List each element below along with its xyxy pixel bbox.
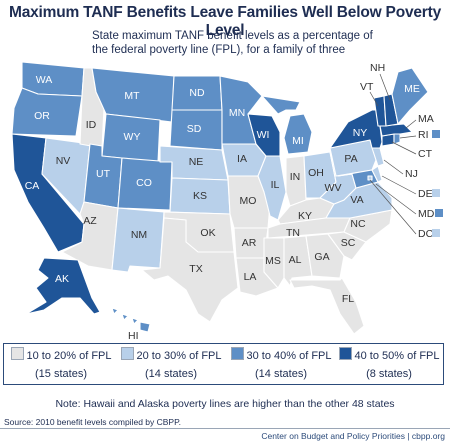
svg-text:AR: AR (242, 237, 257, 249)
svg-text:NE: NE (189, 156, 204, 168)
label-vt: VT (360, 81, 374, 93)
svg-text:GA: GA (314, 251, 329, 263)
swatch-dc (432, 229, 440, 237)
credit-text: Center on Budget and Policy Priorities |… (261, 431, 445, 441)
legend-item-1: 10 to 20% of FPL (15 states) (6, 347, 116, 380)
state-dc (367, 175, 373, 181)
legend-swatch-2 (120, 347, 134, 360)
svg-text:NY: NY (353, 127, 368, 139)
svg-text:AZ: AZ (83, 215, 97, 227)
label-hi: HI (128, 330, 139, 342)
svg-text:CA: CA (25, 180, 40, 192)
svg-text:NM: NM (131, 229, 147, 241)
swatch-md (435, 209, 443, 217)
svg-text:WY: WY (124, 131, 141, 143)
subtitle-line-2: the federal poverty line (FPL), for a fa… (92, 44, 346, 56)
svg-text:MS: MS (265, 255, 281, 267)
state-fl (289, 277, 365, 335)
label-ri: RI (418, 129, 429, 141)
map-note: Note: Hawaii and Alaska poverty lines ar… (55, 398, 395, 410)
svg-text:ID: ID (86, 119, 97, 131)
svg-text:KS: KS (193, 190, 207, 202)
svg-text:TN: TN (286, 227, 300, 239)
label-nj: NJ (405, 168, 418, 180)
state-il (257, 155, 287, 221)
svg-text:IN: IN (290, 171, 301, 183)
label-ak: AK (55, 273, 69, 285)
svg-text:MI: MI (292, 135, 304, 147)
state-sc (327, 231, 367, 261)
svg-text:SC: SC (341, 237, 356, 249)
legend-swatch-4 (338, 347, 352, 360)
state-tx (141, 217, 239, 323)
svg-text:OH: OH (308, 167, 324, 179)
svg-text:MT: MT (124, 90, 140, 102)
svg-text:SD: SD (187, 123, 202, 135)
svg-text:KY: KY (298, 210, 312, 222)
svg-text:MO: MO (240, 195, 257, 207)
label-me: ME (404, 83, 420, 95)
state-wa (21, 61, 85, 97)
svg-text:WI: WI (257, 129, 270, 141)
svg-text:MN: MN (229, 107, 245, 119)
legend-item-4: 40 to 50% of FPL (8 states) (334, 347, 444, 380)
legend-swatch-1 (10, 347, 24, 360)
label-ma: MA (418, 113, 434, 125)
label-dc: DC (418, 228, 434, 240)
state-nc (343, 209, 393, 243)
svg-text:WA: WA (36, 74, 53, 86)
state-de (371, 165, 383, 183)
map-title: Maximum TANF Benefits Leave Families Wel… (8, 4, 442, 39)
svg-text:LA: LA (244, 271, 257, 283)
svg-text:PA: PA (344, 153, 357, 165)
svg-text:IA: IA (237, 153, 247, 165)
svg-text:TX: TX (189, 263, 202, 275)
state-ri (393, 133, 401, 145)
label-de: DE (418, 188, 433, 200)
svg-text:WV: WV (325, 182, 342, 194)
svg-text:UT: UT (96, 168, 111, 180)
state-me (391, 67, 429, 125)
state-labels: WA OR CA NV ID MT WY UT AZ CO NM ND SD N… (25, 74, 368, 305)
label-ct: CT (418, 148, 433, 160)
source-text: Source: 2010 benefit levels compiled by … (4, 417, 182, 427)
swatch-ri (432, 130, 440, 138)
state-hi (111, 307, 151, 333)
state-or (11, 87, 83, 137)
legend-item-2: 20 to 30% of FPL (14 states) (116, 347, 226, 380)
state-ga (305, 233, 345, 279)
svg-text:NV: NV (56, 155, 71, 167)
state-mi (261, 95, 313, 155)
svg-text:OK: OK (200, 227, 215, 239)
svg-text:FL: FL (342, 293, 354, 305)
svg-text:OR: OR (34, 110, 50, 122)
svg-text:ND: ND (189, 87, 205, 99)
legend-item-3: 30 to 40% of FPL (14 states) (226, 347, 336, 380)
map-subtitle: State maximum TANF benefit levels as a p… (92, 29, 392, 57)
side-labels: NH VT ME MA RI CT NJ DE MD DC AK HI (55, 62, 443, 342)
state-ma (379, 123, 413, 137)
svg-text:CO: CO (136, 177, 152, 189)
svg-text:VA: VA (350, 194, 363, 206)
legend: 10 to 20% of FPL (15 states) 20 to 30% o… (3, 343, 444, 385)
subtitle-line-1: State maximum TANF benefit levels as a p… (92, 30, 373, 42)
footer-divider (0, 428, 450, 429)
state-md (337, 169, 379, 189)
svg-text:AL: AL (289, 254, 302, 266)
swatch-de (432, 189, 440, 197)
svg-text:IL: IL (271, 179, 280, 191)
label-md: MD (418, 208, 435, 220)
label-nh: NH (370, 62, 385, 74)
svg-text:NC: NC (350, 218, 366, 230)
us-state-map: WA OR CA NV ID MT WY UT AZ CO NM ND SD N… (11, 61, 443, 342)
legend-swatch-3 (230, 347, 244, 360)
state-ak (25, 257, 101, 315)
